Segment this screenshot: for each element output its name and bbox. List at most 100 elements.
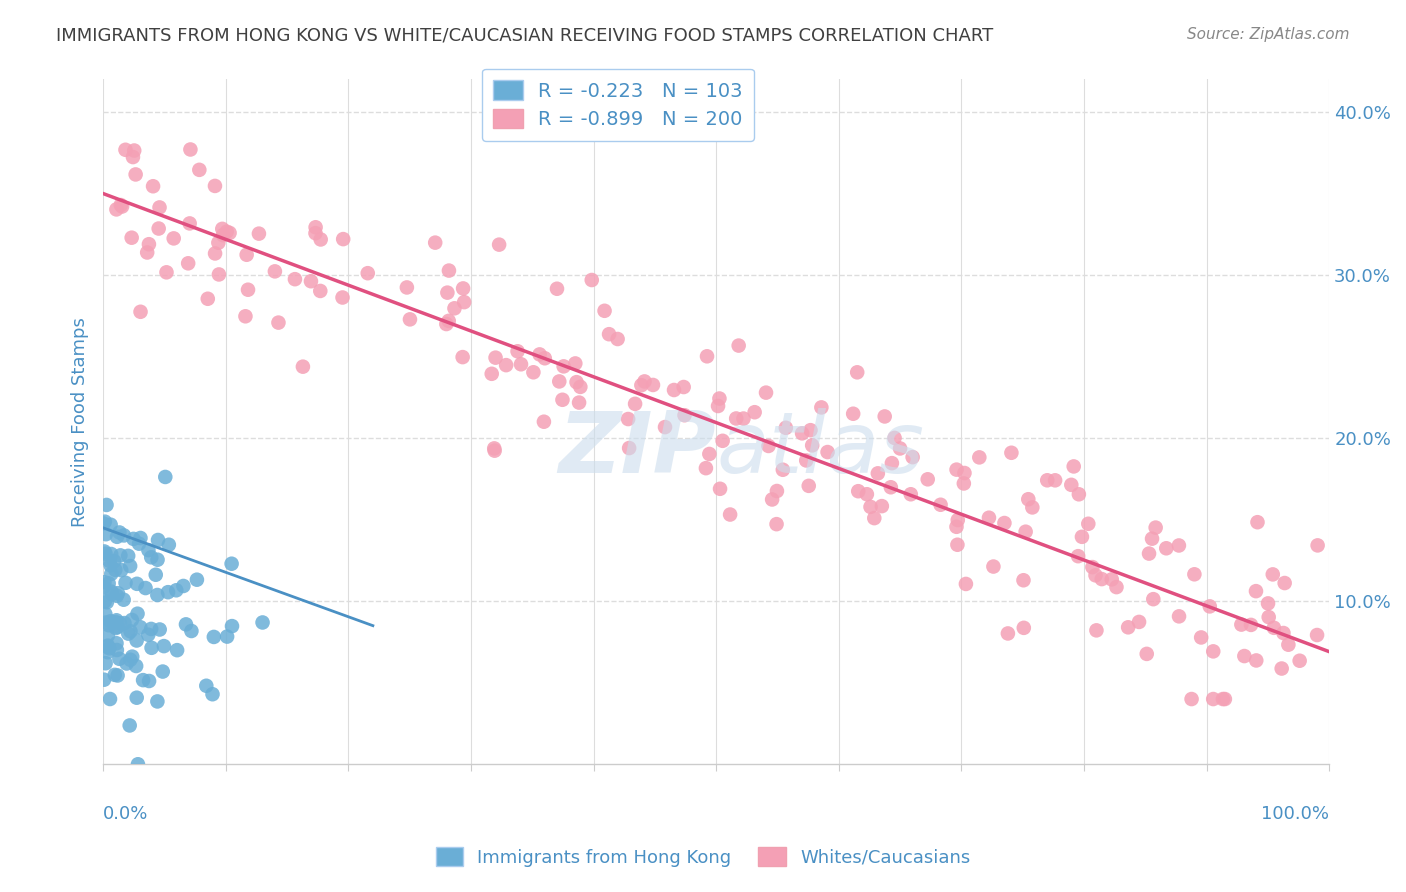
- Point: [111, 200, 134, 214]
- Point: [124, 168, 146, 182]
- Point: [801, 438, 824, 452]
- Point: [484, 442, 506, 456]
- Point: [94, 607, 117, 621]
- Point: [1180, 692, 1202, 706]
- Point: [252, 615, 274, 630]
- Point: [155, 265, 177, 279]
- Point: [633, 375, 655, 389]
- Point: [1198, 599, 1220, 614]
- Point: [1142, 592, 1164, 607]
- Point: [166, 643, 188, 657]
- Point: [553, 359, 575, 374]
- Point: [202, 630, 225, 644]
- Point: [1067, 549, 1090, 564]
- Point: [100, 558, 122, 573]
- Point: [1063, 459, 1085, 474]
- Point: [211, 222, 233, 236]
- Point: [100, 547, 122, 561]
- Point: [581, 273, 603, 287]
- Point: [163, 231, 186, 245]
- Point: [221, 557, 243, 571]
- Point: [97, 618, 120, 632]
- Point: [846, 484, 869, 499]
- Point: [105, 202, 128, 217]
- Point: [484, 351, 506, 365]
- Point: [1136, 647, 1159, 661]
- Point: [1077, 516, 1099, 531]
- Point: [1071, 530, 1094, 544]
- Point: [1105, 580, 1128, 594]
- Point: [510, 357, 533, 371]
- Point: [1182, 567, 1205, 582]
- Point: [434, 317, 457, 331]
- Point: [235, 248, 257, 262]
- Point: [264, 264, 287, 278]
- Point: [709, 482, 731, 496]
- Point: [93, 575, 115, 590]
- Point: [100, 584, 122, 599]
- Point: [115, 657, 138, 671]
- Point: [122, 532, 145, 546]
- Point: [1306, 538, 1329, 552]
- Point: [880, 456, 903, 470]
- Point: [797, 479, 820, 493]
- Point: [775, 421, 797, 435]
- Point: [309, 232, 332, 246]
- Point: [236, 283, 259, 297]
- Point: [138, 673, 160, 688]
- Point: [1212, 692, 1234, 706]
- Point: [983, 559, 1005, 574]
- Point: [98, 641, 121, 656]
- Point: [1189, 631, 1212, 645]
- Point: [817, 445, 839, 459]
- Point: [117, 626, 139, 640]
- Point: [174, 617, 197, 632]
- Point: [484, 443, 506, 458]
- Point: [127, 607, 149, 621]
- Point: [120, 624, 142, 639]
- Point: [148, 221, 170, 235]
- Point: [772, 463, 794, 477]
- Point: [1014, 524, 1036, 539]
- Point: [399, 312, 422, 326]
- Point: [146, 533, 169, 547]
- Point: [217, 630, 239, 644]
- Text: 100.0%: 100.0%: [1261, 805, 1329, 823]
- Point: [94, 547, 117, 561]
- Point: [309, 284, 332, 298]
- Point: [842, 407, 865, 421]
- Point: [204, 178, 226, 193]
- Point: [744, 405, 766, 419]
- Text: ZIP: ZIP: [558, 408, 716, 491]
- Point: [108, 652, 131, 666]
- Point: [141, 622, 163, 636]
- Point: [846, 365, 869, 379]
- Point: [148, 201, 170, 215]
- Point: [97, 629, 120, 643]
- Point: [1202, 644, 1225, 658]
- Point: [1084, 568, 1107, 582]
- Point: [810, 401, 832, 415]
- Point: [135, 581, 157, 595]
- Point: [1017, 492, 1039, 507]
- Text: Source: ZipAtlas.com: Source: ZipAtlas.com: [1187, 27, 1350, 42]
- Point: [197, 292, 219, 306]
- Point: [118, 718, 141, 732]
- Point: [208, 268, 231, 282]
- Point: [112, 528, 135, 542]
- Point: [125, 633, 148, 648]
- Point: [96, 640, 118, 654]
- Point: [121, 613, 143, 627]
- Point: [883, 431, 905, 445]
- Point: [1230, 617, 1253, 632]
- Legend: R = -0.223   N = 103, R = -0.899   N = 200: R = -0.223 N = 103, R = -0.899 N = 200: [482, 69, 755, 141]
- Point: [247, 227, 270, 241]
- Point: [794, 453, 817, 467]
- Point: [110, 549, 132, 563]
- Point: [121, 230, 143, 244]
- Point: [235, 310, 257, 324]
- Point: [593, 303, 616, 318]
- Point: [146, 694, 169, 708]
- Point: [207, 235, 229, 250]
- Point: [215, 225, 238, 239]
